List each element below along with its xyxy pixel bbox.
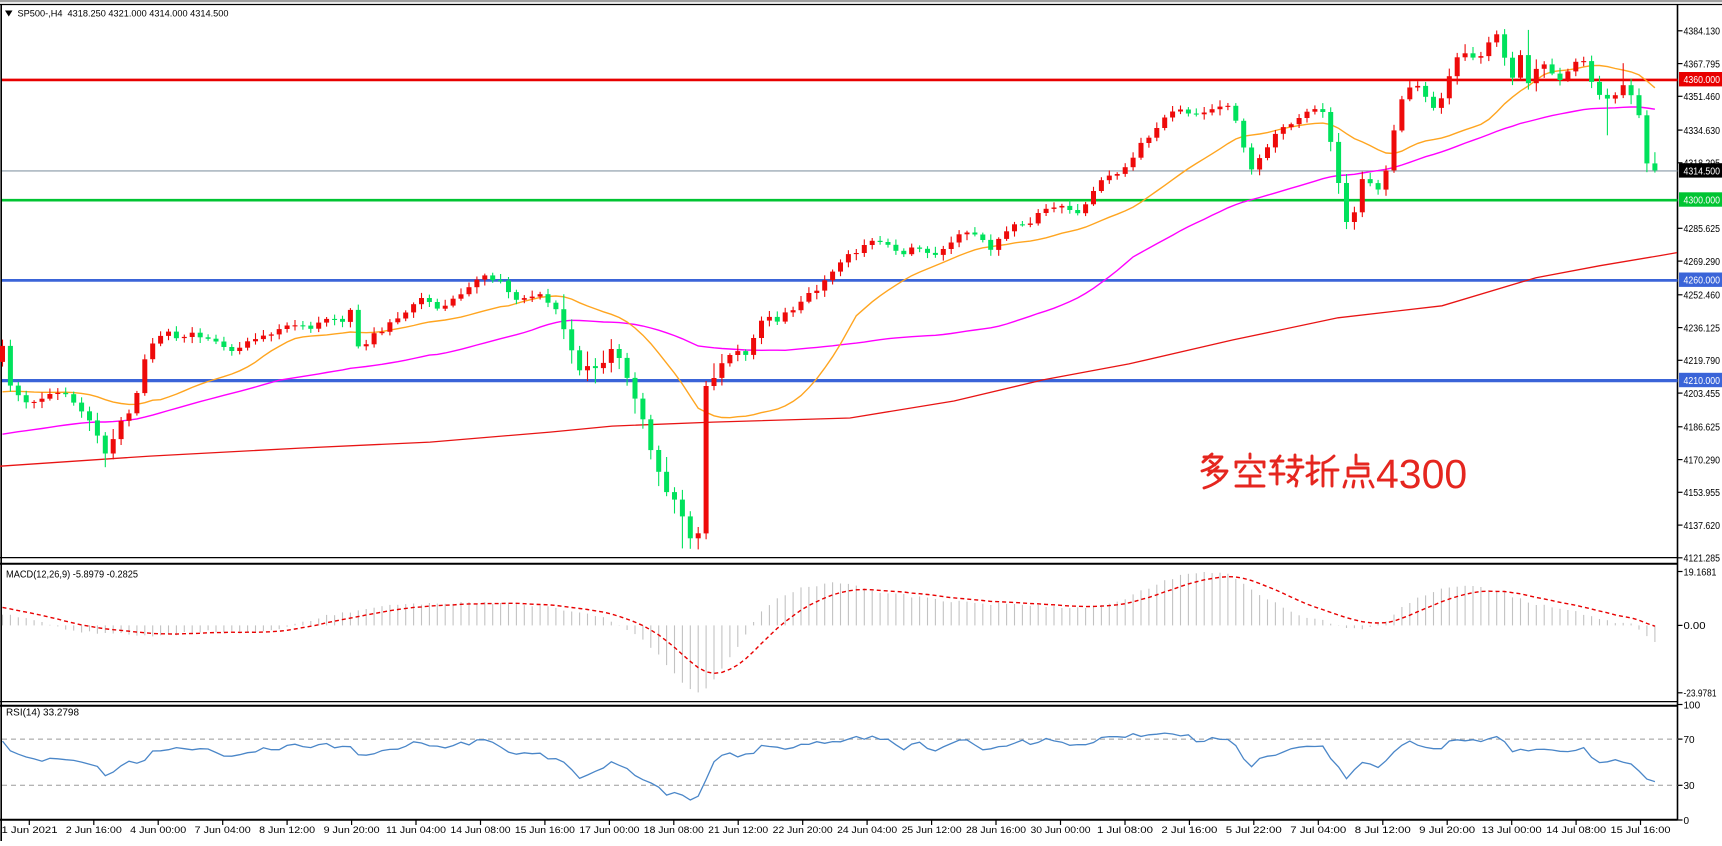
svg-text:4285.625: 4285.625 — [1684, 224, 1721, 235]
svg-text:11 Jun 04:00: 11 Jun 04:00 — [386, 825, 446, 836]
svg-text:4269.290: 4269.290 — [1684, 257, 1721, 268]
svg-text:17 Jun 00:00: 17 Jun 00:00 — [579, 825, 639, 836]
svg-text:1 Jul 08:00: 1 Jul 08:00 — [1097, 825, 1153, 836]
svg-text:4236.125: 4236.125 — [1684, 323, 1721, 334]
svg-text:100: 100 — [1684, 700, 1701, 711]
svg-text:4300.000: 4300.000 — [1684, 196, 1721, 207]
svg-text:0.00: 0.00 — [1684, 621, 1706, 632]
svg-text:70: 70 — [1684, 735, 1696, 746]
svg-text:18 Jun 08:00: 18 Jun 08:00 — [644, 825, 704, 836]
svg-text:4384.130: 4384.130 — [1684, 27, 1721, 38]
svg-text:4314.500: 4314.500 — [1684, 166, 1721, 177]
svg-text:9 Jun 20:00: 9 Jun 20:00 — [324, 825, 380, 836]
svg-text:0: 0 — [1684, 816, 1690, 827]
svg-text:4186.625: 4186.625 — [1684, 423, 1721, 434]
svg-text:15 Jun 16:00: 15 Jun 16:00 — [515, 825, 575, 836]
svg-text:22 Jun 20:00: 22 Jun 20:00 — [773, 825, 833, 836]
svg-text:21 Jun 12:00: 21 Jun 12:00 — [708, 825, 768, 836]
svg-text:25 Jun 12:00: 25 Jun 12:00 — [902, 825, 962, 836]
svg-text:19.1681: 19.1681 — [1684, 567, 1717, 578]
svg-text:1 Jun 2021: 1 Jun 2021 — [2, 825, 58, 836]
svg-text:SP500-,H4 4318.250 4321.000 4: SP500-,H4 4318.250 4321.000 4314.000 431… — [18, 9, 229, 20]
svg-text:4219.790: 4219.790 — [1684, 356, 1721, 367]
svg-text:7 Jul 04:00: 7 Jul 04:00 — [1290, 825, 1346, 836]
svg-text:4260.000: 4260.000 — [1684, 276, 1721, 287]
svg-text:4170.290: 4170.290 — [1684, 455, 1721, 466]
svg-text:14 Jul 08:00: 14 Jul 08:00 — [1546, 825, 1606, 836]
svg-text:14 Jun 08:00: 14 Jun 08:00 — [451, 825, 511, 836]
svg-text:4334.630: 4334.630 — [1684, 126, 1721, 137]
svg-text:24 Jun 04:00: 24 Jun 04:00 — [837, 825, 897, 836]
svg-text:5 Jul 22:00: 5 Jul 22:00 — [1226, 825, 1282, 836]
svg-text:30 Jun 00:00: 30 Jun 00:00 — [1031, 825, 1091, 836]
svg-text:2 Jul 16:00: 2 Jul 16:00 — [1161, 825, 1217, 836]
svg-text:4252.460: 4252.460 — [1684, 291, 1721, 302]
svg-text:9 Jul 20:00: 9 Jul 20:00 — [1419, 825, 1475, 836]
svg-text:MACD(12,26,9) -5.8979 -0.2825: MACD(12,26,9) -5.8979 -0.2825 — [6, 570, 138, 581]
svg-text:-23.9781: -23.9781 — [1684, 689, 1717, 700]
svg-text:4210.000: 4210.000 — [1684, 376, 1721, 387]
svg-text:4121.285: 4121.285 — [1684, 554, 1721, 565]
svg-text:4367.795: 4367.795 — [1684, 59, 1721, 70]
svg-text:4351.460: 4351.460 — [1684, 92, 1721, 103]
svg-text:4300: 4300 — [1376, 451, 1467, 497]
svg-text:RSI(14) 33.2798: RSI(14) 33.2798 — [6, 708, 79, 719]
svg-text:13 Jul 00:00: 13 Jul 00:00 — [1482, 825, 1542, 836]
svg-text:7 Jun 04:00: 7 Jun 04:00 — [195, 825, 251, 836]
svg-text:2 Jun 16:00: 2 Jun 16:00 — [66, 825, 122, 836]
svg-text:4360.000: 4360.000 — [1684, 75, 1721, 86]
svg-text:4137.620: 4137.620 — [1684, 521, 1721, 532]
svg-text:4203.455: 4203.455 — [1684, 389, 1721, 400]
svg-text:8 Jun 12:00: 8 Jun 12:00 — [259, 825, 315, 836]
svg-text:30: 30 — [1684, 781, 1696, 792]
svg-text:4 Jun 00:00: 4 Jun 00:00 — [130, 825, 186, 836]
svg-text:15 Jul 16:00: 15 Jul 16:00 — [1611, 825, 1671, 836]
svg-text:28 Jun 16:00: 28 Jun 16:00 — [966, 825, 1026, 836]
svg-text:4153.955: 4153.955 — [1684, 488, 1721, 499]
svg-text:8 Jul 12:00: 8 Jul 12:00 — [1355, 825, 1411, 836]
